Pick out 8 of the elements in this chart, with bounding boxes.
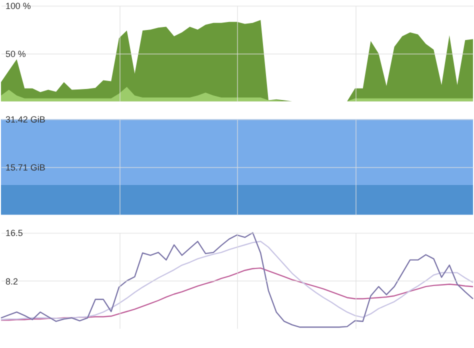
y-tick-label: 8.2 [5,276,18,286]
y-tick-label: 50 % [5,48,26,59]
line-series [0,240,474,320]
y-tick-label: 31.42 GiB [5,114,46,125]
line-series [0,267,474,321]
y-tick-label: 15.71 GiB [5,162,46,172]
y-tick-label: 16.5 [5,228,23,238]
y-tick-label: 100 % [5,1,31,12]
